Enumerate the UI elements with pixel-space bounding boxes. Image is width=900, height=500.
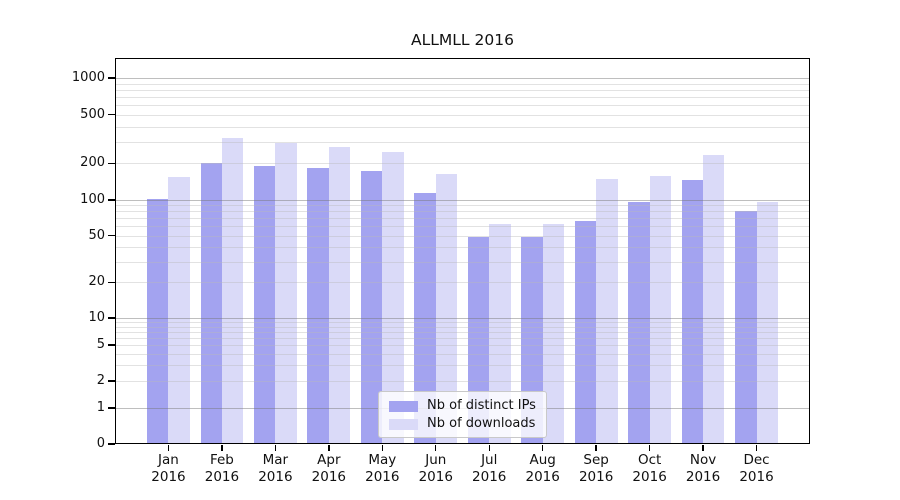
legend: Nb of distinct IPs Nb of downloads [378, 391, 547, 438]
bar-nb-of-distinct-ips-mar [253, 165, 276, 444]
legend-label-distinct-ips: Nb of distinct IPs [427, 398, 536, 413]
bar-nb-of-downloads-apr [328, 147, 351, 444]
bar-nb-of-distinct-ips-feb [200, 163, 222, 444]
bar-nb-of-distinct-ips-may [360, 171, 383, 444]
bar-nb-of-distinct-ips-apr [307, 167, 329, 444]
bar-nb-of-distinct-ips-sep [574, 221, 597, 444]
bar-nb-of-downloads-dec [756, 201, 778, 444]
legend-swatch-downloads [389, 418, 418, 430]
bar-nb-of-downloads-sep [596, 178, 618, 444]
bar-nb-of-distinct-ips-dec [735, 211, 757, 444]
bar-nb-of-downloads-feb [221, 137, 244, 444]
bar-nb-of-downloads-oct [649, 176, 671, 444]
bar-nb-of-downloads-jun [435, 174, 458, 444]
bar-nb-of-downloads-jul [489, 223, 511, 444]
legend-swatch-distinct-ips [389, 400, 418, 412]
bar-nb-of-downloads-aug [542, 224, 565, 444]
bar-nb-of-distinct-ips-nov [681, 179, 704, 444]
legend-item-distinct-ips: Nb of distinct IPs [389, 398, 538, 414]
bar-nb-of-downloads-mar [275, 142, 297, 444]
bar-nb-of-distinct-ips-jun [414, 192, 436, 444]
bar-nb-of-downloads-jan [168, 176, 190, 444]
chart-title: ALLMLL 2016 [411, 31, 514, 49]
bar-nb-of-downloads-nov [703, 154, 725, 444]
legend-label-downloads: Nb of downloads [427, 416, 536, 431]
bar-nb-of-downloads-may [382, 151, 404, 444]
bar-nb-of-distinct-ips-jan [147, 199, 169, 444]
bar-nb-of-distinct-ips-oct [628, 202, 650, 444]
legend-item-downloads: Nb of downloads [389, 416, 538, 432]
